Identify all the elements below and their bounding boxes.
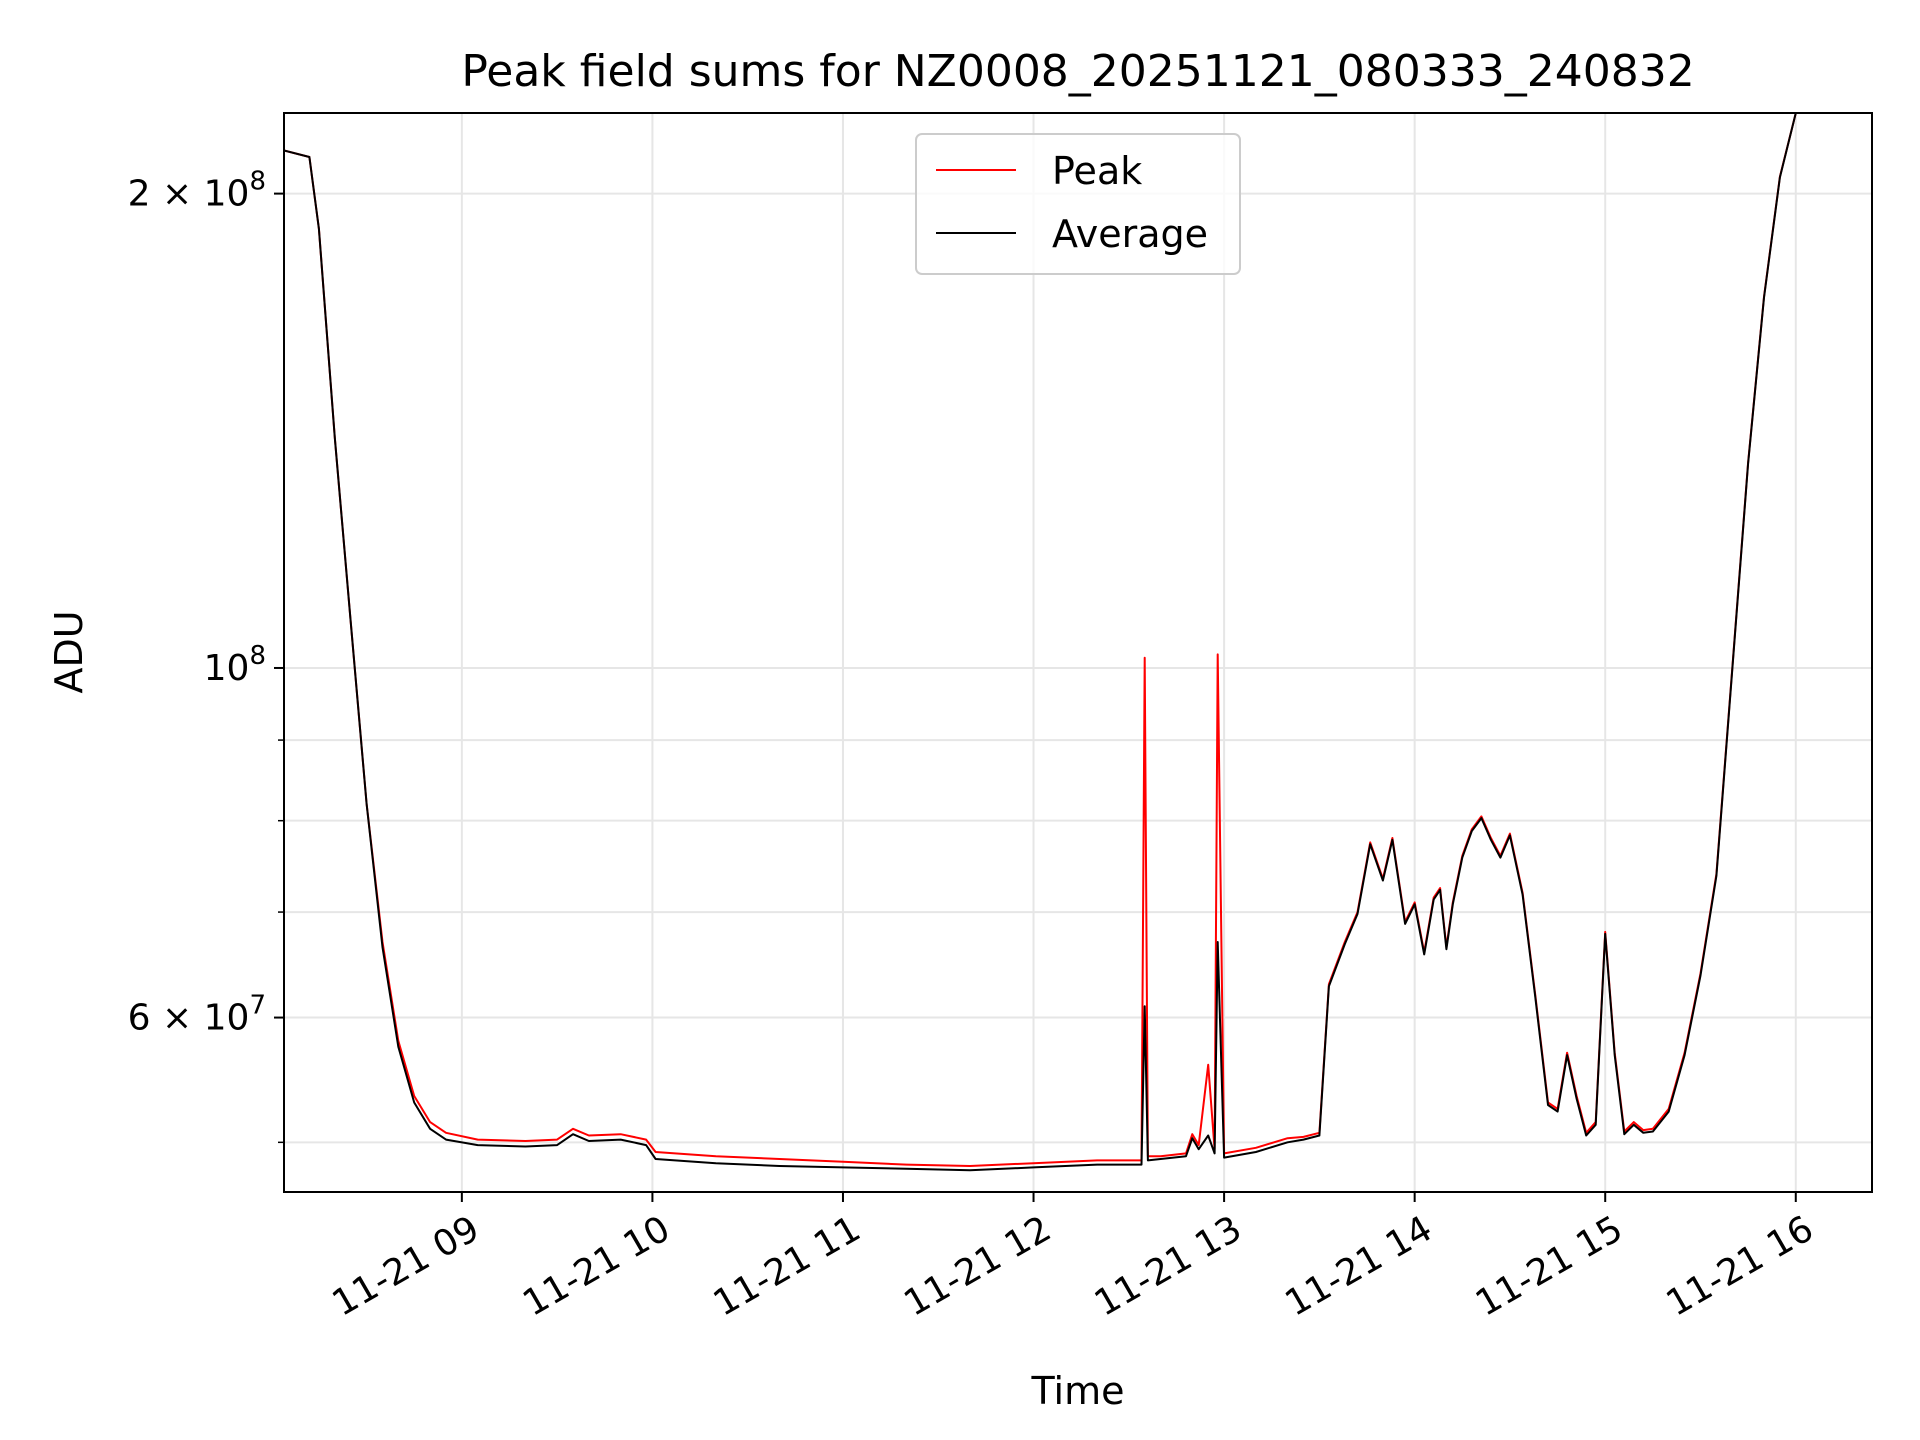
plot-area-frame [283, 112, 1873, 1193]
legend-label-average: Average [1052, 212, 1208, 256]
y-axis-label: ADU [47, 610, 91, 693]
series-layer [284, 113, 1806, 1172]
legend-label-peak: Peak [1052, 149, 1142, 193]
series-line-average [284, 113, 1806, 1172]
x-axis-label: Time [1031, 1369, 1125, 1413]
chart-title: Peak field sums for NZ0008_20251121_0803… [461, 46, 1694, 97]
y-tick-label: 6 × 107 [128, 991, 266, 1039]
y-tick-label: 2 × 108 [128, 167, 266, 215]
legend: Peak Average [915, 133, 1241, 275]
y-tick-label: 108 [204, 641, 266, 689]
